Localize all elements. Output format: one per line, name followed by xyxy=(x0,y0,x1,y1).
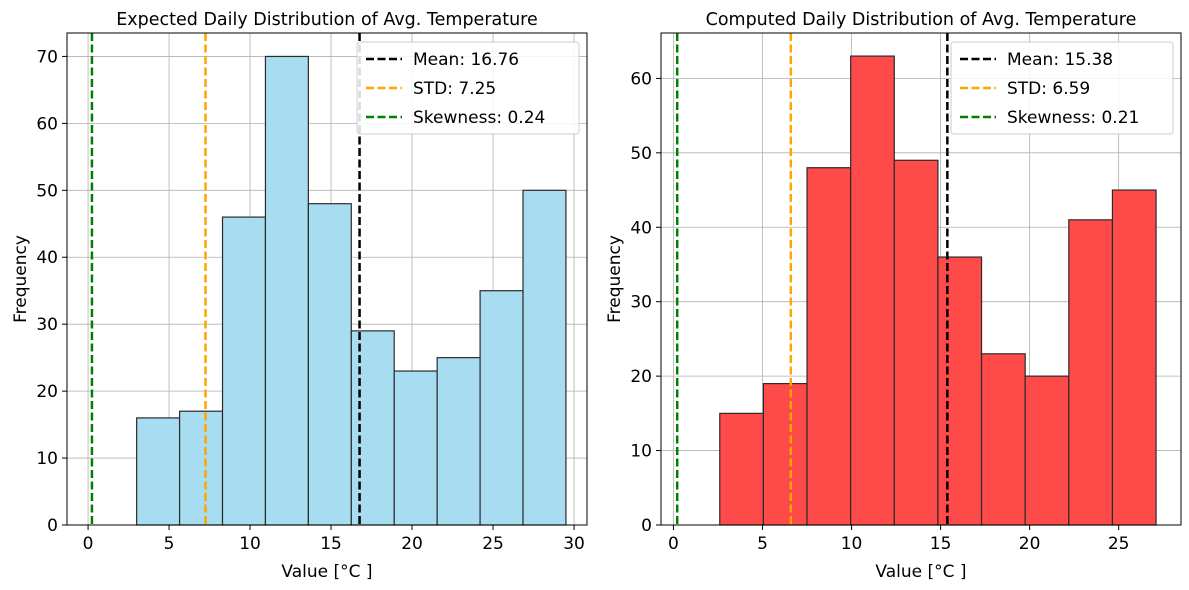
histogram-bar-7 xyxy=(393,370,438,526)
y-tick-label: 0 xyxy=(47,516,58,536)
histogram-bar-5 xyxy=(307,203,352,526)
y-tick-label: 0 xyxy=(641,516,652,536)
axes-frame xyxy=(66,32,588,526)
chart-title: Expected Daily Distribution of Avg. Temp… xyxy=(116,10,538,30)
x-tick-label: 15 xyxy=(930,534,952,554)
x-tick-label: 20 xyxy=(401,534,423,554)
x-tick-label: 15 xyxy=(320,534,342,554)
y-tick-label: 10 xyxy=(36,449,58,469)
legend-label-3: Skewness: 0.24 xyxy=(413,108,545,128)
histogram-bar-9 xyxy=(479,290,524,526)
histogram-bar-2 xyxy=(178,410,224,526)
y-tick-label: 30 xyxy=(36,315,58,335)
histogram-bar-2 xyxy=(762,382,808,526)
y-tick-label: 40 xyxy=(36,248,58,268)
y-tick-label: 60 xyxy=(36,114,58,134)
legend-label-2: STD: 6.59 xyxy=(1007,79,1090,99)
histogram-bar-1 xyxy=(719,412,764,526)
x-axis-label: Value [°C ] xyxy=(281,562,372,582)
chart-title: Computed Daily Distribution of Avg. Temp… xyxy=(706,10,1137,30)
x-tick-label: 5 xyxy=(164,534,175,554)
y-tick-label: 20 xyxy=(630,367,652,387)
histogram-bar-8 xyxy=(436,357,481,526)
chart-panel-1: 0 5 10 15 20 25 30 0 10 20 30 40 50 60 70 Expected Dail… xyxy=(11,10,588,582)
legend: Mean: 15.38 STD: 6.59 Skewness: 0.21 xyxy=(950,41,1174,135)
x-tick-label: 25 xyxy=(482,534,504,554)
legend-box xyxy=(950,41,1174,135)
legend-label-2: STD: 7.25 xyxy=(413,79,496,99)
histogram-bar-4 xyxy=(264,55,309,526)
x-tick-label: 30 xyxy=(563,534,585,554)
legend-box xyxy=(356,41,580,135)
histogram-bar-1 xyxy=(136,417,181,526)
legend: Mean: 16.76 STD: 7.25 Skewness: 0.24 xyxy=(356,41,580,135)
chart-panel-2: 0 5 10 15 20 25 0 10 20 30 40 50 60 Computed Daily Di… xyxy=(605,10,1182,582)
x-tick-label: 5 xyxy=(757,534,768,554)
histogram-bar-10 xyxy=(1111,189,1157,526)
y-tick-label: 50 xyxy=(36,181,58,201)
x-tick-label: 10 xyxy=(841,534,863,554)
x-tick-label: 0 xyxy=(668,534,679,554)
y-tick-label: 50 xyxy=(630,144,652,164)
y-tick-label: 60 xyxy=(630,69,652,89)
y-tick-label: 40 xyxy=(630,218,652,238)
histogram-bar-4 xyxy=(850,55,895,526)
histogram-bar-3 xyxy=(806,167,852,526)
x-axis-label: Value [°C ] xyxy=(875,562,966,582)
histogram-bar-10 xyxy=(522,189,567,526)
legend-label-3: Skewness: 0.21 xyxy=(1007,108,1139,128)
x-tick-label: 0 xyxy=(83,534,94,554)
y-tick-label: 70 xyxy=(36,47,58,67)
axes-frame xyxy=(660,32,1182,526)
y-tick-label: 10 xyxy=(630,442,652,462)
y-tick-label: 20 xyxy=(36,382,58,402)
histogram-bar-5 xyxy=(893,159,939,526)
legend-label-1: Mean: 16.76 xyxy=(413,50,519,70)
y-axis-label: Frequency xyxy=(11,235,31,323)
x-tick-label: 20 xyxy=(1019,534,1041,554)
histogram-bar-6 xyxy=(350,330,395,526)
histogram-bar-9 xyxy=(1068,219,1114,526)
histogram-bar-3 xyxy=(221,216,267,526)
histogram-bar-6 xyxy=(937,256,983,526)
x-tick-label: 10 xyxy=(239,534,261,554)
histogram-bar-8 xyxy=(1024,375,1070,526)
histogram-bar-7 xyxy=(980,353,1026,526)
y-axis-label: Frequency xyxy=(605,235,625,323)
y-tick-label: 30 xyxy=(630,293,652,313)
x-tick-label: 25 xyxy=(1108,534,1130,554)
legend-label-1: Mean: 15.38 xyxy=(1007,50,1113,70)
